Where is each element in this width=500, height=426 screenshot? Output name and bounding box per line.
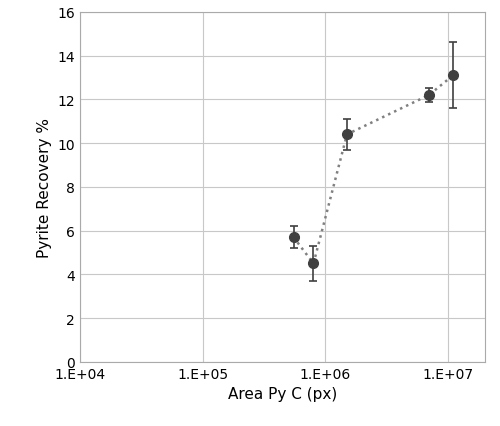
Y-axis label: Pyrite Recovery %: Pyrite Recovery % bbox=[37, 118, 52, 257]
X-axis label: Area Py C (px): Area Py C (px) bbox=[228, 386, 337, 401]
